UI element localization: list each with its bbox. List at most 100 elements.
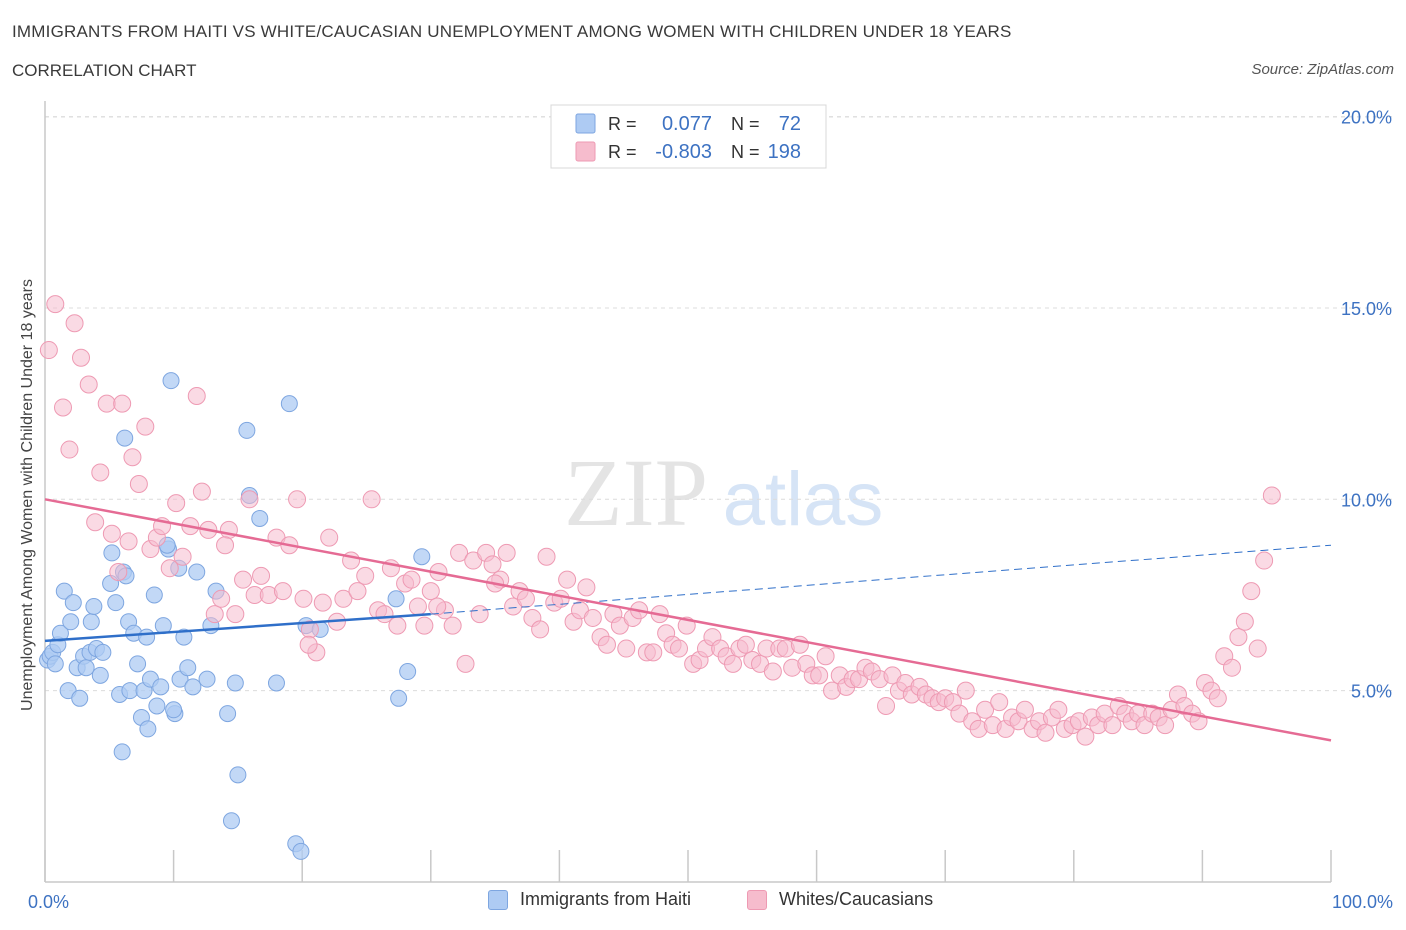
haiti-point xyxy=(390,689,408,707)
haiti-point xyxy=(387,590,405,608)
haiti-point xyxy=(148,697,166,715)
white-point xyxy=(1156,716,1175,735)
white-point xyxy=(408,597,427,616)
haiti-points xyxy=(39,372,431,860)
haiti-point xyxy=(55,582,73,600)
white-point xyxy=(123,448,142,467)
white-point xyxy=(456,654,475,673)
haiti-point xyxy=(113,743,131,761)
white-point xyxy=(1248,639,1267,658)
haiti-point xyxy=(85,597,103,615)
legend-n-value: 198 xyxy=(768,141,801,163)
white-point xyxy=(1255,551,1274,570)
haiti-point xyxy=(219,705,237,723)
white-point xyxy=(577,578,596,597)
white-point xyxy=(109,563,128,582)
haiti-point xyxy=(82,613,100,631)
white-point xyxy=(1242,582,1261,601)
white-point xyxy=(54,398,73,417)
haiti-point xyxy=(71,689,89,707)
white-point xyxy=(173,547,192,566)
white-point xyxy=(428,597,447,616)
white-point xyxy=(320,528,339,547)
white-point xyxy=(65,314,84,333)
white-point xyxy=(877,696,896,715)
legend-swatch-white xyxy=(747,889,767,910)
white-point xyxy=(816,647,835,666)
white-point xyxy=(299,635,318,654)
white-point xyxy=(617,639,636,658)
haiti-point xyxy=(64,594,82,612)
y-tick-label: 20.0% xyxy=(1341,108,1392,128)
white-point xyxy=(956,681,975,700)
white-point xyxy=(313,593,332,612)
source-label: Source: ZipAtlas.com xyxy=(1251,61,1394,78)
white-point xyxy=(516,589,535,608)
white-point xyxy=(1076,727,1095,746)
haiti-point xyxy=(94,643,112,661)
white-point xyxy=(990,693,1009,712)
white-point xyxy=(167,494,186,513)
white-point xyxy=(113,394,132,413)
white-point xyxy=(421,582,440,601)
legend-r-label: R = xyxy=(608,142,637,162)
white-point xyxy=(362,490,381,509)
white-point xyxy=(388,616,407,635)
white-point xyxy=(252,566,271,585)
white-point xyxy=(483,555,502,574)
watermark-atlas: atlas xyxy=(723,457,884,542)
haiti-point xyxy=(138,628,156,646)
haiti-point xyxy=(188,563,206,581)
white-point xyxy=(356,566,375,585)
white-point xyxy=(443,616,462,635)
grid-lines xyxy=(45,116,1392,692)
white-point xyxy=(234,570,253,589)
haiti-point xyxy=(139,720,157,738)
haiti-point xyxy=(399,663,417,681)
legend-r-value: 0.077 xyxy=(662,113,712,135)
haiti-point xyxy=(165,701,183,719)
white-point xyxy=(1036,723,1055,742)
haiti-point xyxy=(62,613,80,631)
axes xyxy=(44,101,1332,883)
white-point xyxy=(669,639,688,658)
haiti-point xyxy=(413,548,431,566)
white-point xyxy=(1235,612,1254,631)
white-point xyxy=(348,582,367,601)
white-point xyxy=(402,570,421,589)
white-point xyxy=(216,536,235,555)
chart-title: IMMIGRANTS FROM HAITI VS WHITE/CAUCASIAN… xyxy=(12,22,1012,41)
white-point xyxy=(470,605,489,624)
white-point xyxy=(60,440,79,459)
white-point xyxy=(1229,628,1248,647)
legend-r-value: -0.803 xyxy=(655,141,712,163)
y-tick-label: 10.0% xyxy=(1341,490,1392,510)
white-point xyxy=(1103,716,1122,735)
haiti-point xyxy=(267,674,285,692)
white-point xyxy=(46,295,65,314)
haiti-point xyxy=(184,678,202,696)
white-point xyxy=(192,482,211,501)
watermark: ZIP atlas xyxy=(564,439,883,546)
legend-frame xyxy=(550,104,827,169)
haiti-point xyxy=(226,674,244,692)
white-point xyxy=(91,463,110,482)
x-tick-label: 0.0% xyxy=(28,892,69,912)
legend-item-haiti[interactable]: Immigrants from Haiti xyxy=(488,889,691,910)
trend-lines xyxy=(44,498,1332,742)
white-point xyxy=(119,532,138,551)
haiti-point xyxy=(179,659,197,677)
haiti-point xyxy=(229,766,247,784)
haiti-trend-extension xyxy=(430,544,1332,615)
haiti-point xyxy=(107,594,125,612)
white-point xyxy=(79,375,98,394)
white-point xyxy=(497,543,516,562)
haiti-point xyxy=(51,624,69,642)
white-point xyxy=(558,570,577,589)
white-point xyxy=(273,582,292,601)
chart-subtitle: CORRELATION CHART xyxy=(12,61,197,80)
haiti-point xyxy=(280,395,298,413)
white-point xyxy=(136,417,155,436)
legend-label-haiti: Immigrants from Haiti xyxy=(520,889,692,909)
legend-item-white[interactable]: Whites/Caucasians xyxy=(747,889,933,910)
